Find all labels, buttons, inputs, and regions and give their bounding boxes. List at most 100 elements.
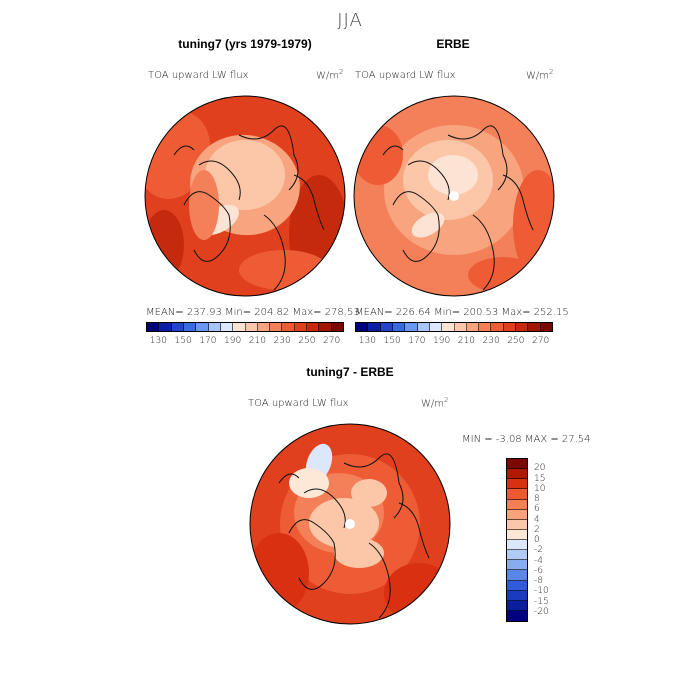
pole-missing-data	[449, 191, 459, 201]
colorbar-swatch	[454, 323, 467, 331]
colorbar-swatch	[220, 323, 234, 331]
colorbar-tick-label: 130	[358, 336, 376, 346]
coastline	[398, 502, 430, 559]
colorbar-tick-label: -20	[534, 606, 549, 617]
figure-title: JJA	[337, 10, 363, 31]
panel3-title: tuning7 - ERBE	[306, 365, 394, 379]
colorbar-tick-label: 150	[174, 336, 192, 346]
colorbar-swatch	[491, 323, 504, 331]
colorbar-swatch	[503, 323, 517, 331]
colorbar-swatch	[507, 469, 527, 480]
colorbar-swatch	[429, 323, 443, 331]
panel3-colorbar	[506, 458, 528, 622]
coastline	[183, 191, 231, 262]
colorbar-swatch	[356, 323, 369, 331]
colorbar-swatch	[507, 519, 527, 530]
colorbar-tick-label: 230	[482, 336, 500, 346]
coastline	[368, 542, 391, 619]
coastline	[382, 145, 404, 156]
colorbar-tick-label: 15	[534, 473, 546, 484]
colorbar-swatch	[245, 323, 258, 331]
colorbar-swatch	[183, 323, 197, 331]
colorbar-swatch	[270, 323, 283, 331]
panel2-colorbar	[355, 322, 553, 332]
panel2-units-label: W/m2	[526, 68, 554, 82]
colorbar-swatch	[507, 550, 527, 561]
colorbar-swatch	[507, 479, 527, 490]
colorbar-tick-label: -4	[534, 555, 543, 566]
field-contour	[351, 479, 387, 507]
field-contour	[189, 170, 219, 240]
colorbar-swatch	[307, 323, 320, 331]
map-boundary	[353, 95, 555, 297]
panel1-title: tuning7 (yrs 1979-1979)	[178, 37, 312, 51]
colorbar-tick-label: 6	[534, 504, 540, 515]
panel1-colorbar-ticks: 130 150 170 190 210 230 250 270	[146, 336, 344, 348]
colorbar-swatch	[159, 323, 172, 331]
panel1-stats: MEAN= 237.93 Min= 204.82 Max= 278.53	[146, 307, 360, 318]
colorbar-swatch	[405, 323, 418, 331]
colorbar-swatch	[319, 323, 332, 331]
coastline	[263, 214, 286, 291]
coastline	[392, 191, 440, 262]
colorbar-swatch	[507, 610, 527, 621]
colorbar-swatch	[507, 600, 527, 611]
colorbar-swatch	[208, 323, 221, 331]
colorbar-swatch	[417, 323, 430, 331]
colorbar-tick-label: -15	[534, 596, 549, 607]
colorbar-tick-label: 270	[323, 336, 341, 346]
colorbar-tick-label: 190	[224, 336, 242, 346]
colorbar-swatch	[507, 570, 527, 581]
coastline	[288, 519, 336, 590]
colorbar-tick-label: -8	[534, 576, 543, 586]
panel3-variable-label: TOA upward LW flux	[248, 398, 349, 409]
panel1-polar-map	[144, 95, 346, 297]
colorbar-swatch	[507, 459, 527, 470]
coastline	[173, 145, 195, 156]
colorbar-swatch	[507, 560, 527, 571]
colorbar-swatch	[507, 499, 527, 510]
colorbar-swatch	[507, 540, 527, 551]
panel1-units-label: W/m2	[316, 68, 344, 82]
colorbar-swatch	[479, 323, 492, 331]
coastline	[293, 174, 325, 231]
coastline	[447, 125, 508, 191]
colorbar-swatch	[282, 323, 295, 331]
coastline	[238, 125, 299, 191]
field-contour	[239, 250, 329, 290]
colorbar-tick-label: -2	[534, 545, 543, 556]
colorbar-tick-label: 270	[532, 336, 550, 346]
field-contour	[411, 212, 445, 238]
colorbar-tick-label: -10	[534, 586, 549, 597]
panel3-colorbar-ticks: 20 15 10 8 6 4 2 0 -2 -4 -6 -8 -10 -15 -20	[534, 458, 574, 622]
colorbar-tick-label: 0	[534, 535, 540, 545]
panel3-units-label: W/m2	[421, 396, 449, 410]
colorbar-swatch	[331, 323, 343, 331]
colorbar-swatch	[507, 529, 527, 540]
colorbar-swatch	[507, 590, 527, 601]
colorbar-swatch	[466, 323, 480, 331]
panel2-stats: MEAN= 226.64 Min= 200.53 Max= 252.15	[355, 307, 569, 318]
colorbar-tick-label: 10	[534, 483, 546, 494]
panel1-variable-label: TOA upward LW flux	[148, 70, 249, 81]
colorbar-swatch	[516, 323, 529, 331]
colorbar-swatch	[233, 323, 246, 331]
pole-missing-data	[345, 519, 355, 529]
coastline	[198, 160, 241, 201]
colorbar-tick-label: 20	[534, 463, 546, 474]
colorbar-tick-label: 170	[199, 336, 217, 346]
colorbar-tick-label: 130	[149, 336, 167, 346]
coastline	[303, 488, 346, 529]
colorbar-swatch	[507, 489, 527, 500]
panel2-title: ERBE	[436, 37, 470, 51]
colorbar-tick-label: 170	[408, 336, 426, 346]
field-contour	[428, 155, 478, 195]
colorbar-tick-label: 2	[534, 524, 540, 535]
field-contour	[334, 538, 384, 568]
colorbar-swatch	[380, 323, 393, 331]
colorbar-swatch	[507, 509, 527, 520]
colorbar-swatch	[540, 323, 552, 331]
map-boundary	[249, 423, 451, 625]
coastline	[407, 160, 450, 201]
coastline	[278, 473, 300, 484]
